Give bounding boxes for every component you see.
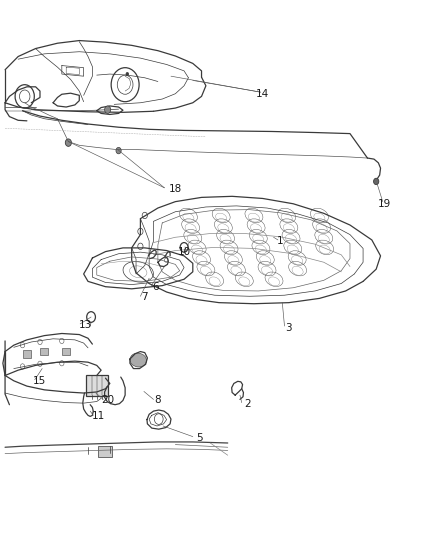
Text: 15: 15 xyxy=(32,376,46,386)
Text: 8: 8 xyxy=(155,395,161,406)
Circle shape xyxy=(105,106,111,114)
Ellipse shape xyxy=(130,353,146,367)
FancyBboxPatch shape xyxy=(62,348,70,356)
Text: 10: 10 xyxy=(177,247,191,256)
Text: 6: 6 xyxy=(152,282,159,292)
Circle shape xyxy=(65,139,71,147)
FancyBboxPatch shape xyxy=(40,348,48,356)
Text: 11: 11 xyxy=(92,411,106,422)
Circle shape xyxy=(116,148,121,154)
Circle shape xyxy=(126,72,129,76)
Text: 20: 20 xyxy=(101,395,114,406)
Text: 19: 19 xyxy=(378,199,392,209)
Text: 2: 2 xyxy=(244,399,251,409)
Text: 3: 3 xyxy=(286,322,292,333)
Text: 13: 13 xyxy=(79,320,92,330)
Text: 18: 18 xyxy=(169,184,182,195)
Text: 5: 5 xyxy=(196,433,203,443)
Text: 14: 14 xyxy=(256,88,269,99)
Text: 7: 7 xyxy=(141,292,148,302)
Text: 1: 1 xyxy=(277,236,283,246)
FancyBboxPatch shape xyxy=(99,446,113,457)
FancyBboxPatch shape xyxy=(23,351,31,358)
Circle shape xyxy=(374,178,379,184)
FancyBboxPatch shape xyxy=(86,375,108,396)
